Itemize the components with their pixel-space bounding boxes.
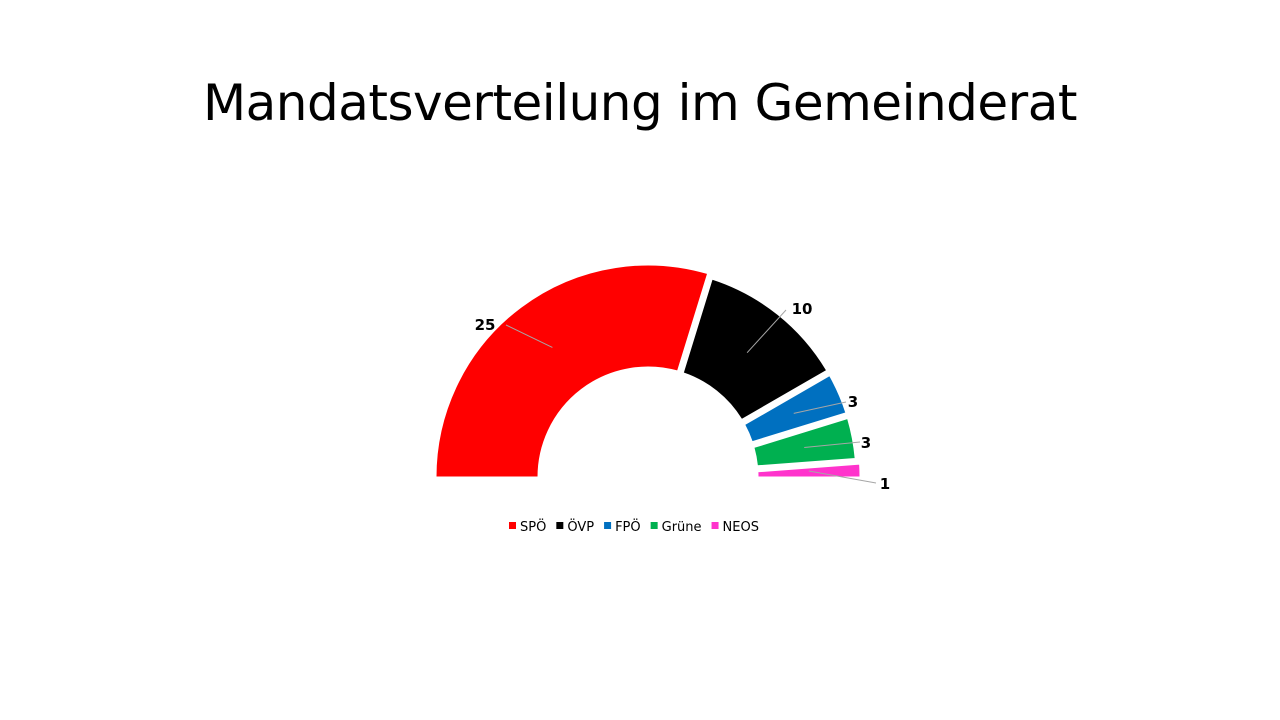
legend-swatch <box>711 522 719 529</box>
chart-slices <box>435 264 861 478</box>
legend-item: FPÖ <box>604 518 641 535</box>
legend-label: ÖVP <box>567 518 594 535</box>
chart-leader-lines <box>505 309 877 484</box>
data-label: 1 <box>880 475 890 493</box>
data-label: 25 <box>475 316 496 334</box>
legend-label: NEOS <box>723 520 759 535</box>
chart-data-labels: 25 10 3 3 1 <box>475 300 891 493</box>
legend-item: ÖVP <box>556 518 594 535</box>
slide-title: Mandatsverteilung im Gemeinderat <box>203 74 1077 132</box>
leader-line <box>808 470 877 484</box>
leader-line <box>746 309 787 354</box>
data-label: 3 <box>848 393 858 411</box>
data-label: 3 <box>861 434 871 452</box>
leader-line <box>793 401 847 414</box>
legend-item: Grüne <box>650 520 702 535</box>
chart-legend: SPÖ ÖVP FPÖ Grüne NEOS <box>509 518 759 535</box>
slice-fp- <box>744 374 847 443</box>
slice--vp <box>682 278 828 421</box>
legend-label: FPÖ <box>615 518 641 535</box>
legend-swatch <box>509 522 516 529</box>
legend-swatch <box>650 522 658 529</box>
slice-gr-ne <box>753 417 856 467</box>
legend-item: SPÖ <box>509 518 546 535</box>
legend-item: NEOS <box>711 520 759 535</box>
leader-line <box>804 441 861 448</box>
legend-label: Grüne <box>662 520 702 535</box>
legend-swatch <box>604 522 612 529</box>
slice-sp- <box>435 264 709 478</box>
legend-label: SPÖ <box>520 518 546 535</box>
legend-swatch <box>556 522 564 529</box>
leader-line <box>505 324 553 348</box>
data-label: 10 <box>792 300 813 318</box>
slice-neos <box>757 463 861 478</box>
